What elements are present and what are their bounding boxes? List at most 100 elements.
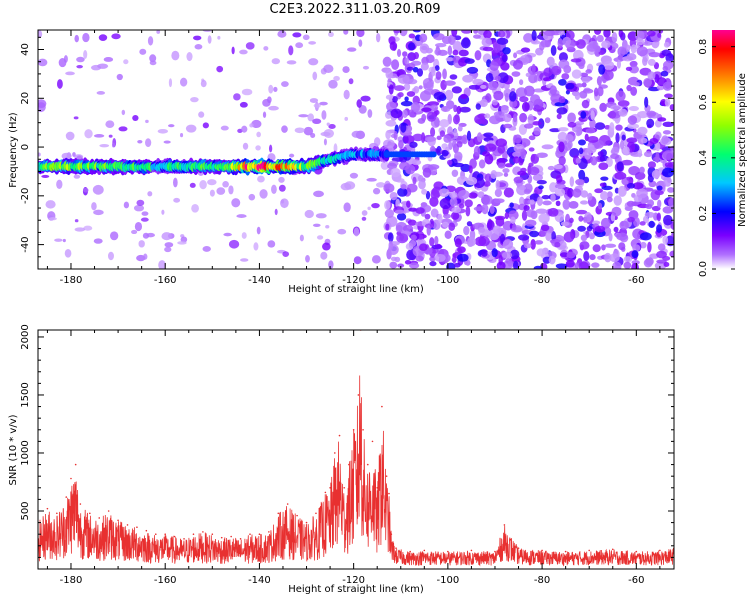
noise-blob <box>312 118 322 125</box>
noise-blob <box>639 221 646 226</box>
noise-blob <box>555 200 561 207</box>
noise-blob <box>191 204 199 213</box>
noise-blob <box>613 195 622 206</box>
noise-blob <box>449 74 458 80</box>
noise-blob <box>394 256 401 263</box>
noise-blob <box>407 78 418 85</box>
snr-point <box>107 510 110 512</box>
noise-blob <box>93 209 104 216</box>
noise-blob <box>251 119 262 129</box>
noise-blob <box>646 110 657 117</box>
noise-blob <box>286 60 297 65</box>
x-tick-label: -100 <box>437 575 460 586</box>
colorbar: 0.0 0.2 0.4 0.6 0.8 Normalized spectral ampl… <box>698 30 748 277</box>
noise-blob <box>507 260 513 267</box>
noise-blob <box>61 152 72 160</box>
noise-blob <box>419 243 428 252</box>
noise-blob <box>64 248 72 258</box>
noise-blob <box>304 209 314 219</box>
noise-blob <box>278 176 285 183</box>
noise-blob <box>648 220 655 229</box>
noise-blob <box>581 99 590 109</box>
noise-blob <box>493 111 505 117</box>
noise-blob <box>138 240 145 248</box>
noise-blob <box>299 234 304 242</box>
noise-blob <box>525 72 531 78</box>
noise-blob <box>430 190 440 200</box>
noise-blob <box>278 184 286 192</box>
noise-blob <box>271 58 281 65</box>
noise-blob <box>528 73 538 84</box>
noise-blob <box>663 214 673 226</box>
noise-blob <box>610 153 620 160</box>
noise-blob <box>655 152 660 164</box>
noise-blob <box>541 195 550 200</box>
noise-blob <box>308 58 319 66</box>
noise-blob <box>422 167 432 178</box>
noise-blob <box>186 52 193 62</box>
noise-blob <box>320 131 331 137</box>
noise-blob <box>398 139 404 149</box>
noise-blob <box>449 191 458 199</box>
noise-blob <box>623 261 632 269</box>
noise-blob <box>656 185 663 191</box>
noise-blob <box>643 151 653 158</box>
noise-blob <box>307 113 314 122</box>
noise-blob <box>217 35 221 40</box>
noise-blob <box>599 155 605 162</box>
snr-point <box>74 463 77 466</box>
noise-blob <box>618 242 626 251</box>
noise-blob <box>597 151 604 157</box>
noise-blob <box>543 30 556 37</box>
noise-blob <box>97 63 109 69</box>
noise-blob <box>578 261 590 269</box>
noise-blob <box>536 196 543 207</box>
noise-blob <box>575 83 584 88</box>
noise-blob <box>540 224 550 232</box>
noise-blob <box>361 210 368 216</box>
noise-blob <box>253 242 259 251</box>
noise-blob <box>443 213 452 219</box>
noise-blob <box>441 150 449 157</box>
x-tick-label: -140 <box>248 275 271 286</box>
noise-blob <box>571 69 582 79</box>
noise-blob <box>465 206 471 217</box>
noise-blob <box>502 168 510 174</box>
noise-blob <box>617 100 630 107</box>
snr-point <box>503 524 506 526</box>
noise-blob <box>656 212 662 222</box>
noise-blob <box>554 188 566 197</box>
noise-blob <box>626 53 637 61</box>
noise-blob <box>509 99 518 108</box>
noise-blob <box>233 93 241 101</box>
snr-point <box>56 512 58 515</box>
noise-blob <box>353 227 360 237</box>
noise-blob <box>484 143 497 152</box>
noise-blob <box>578 147 584 155</box>
noise-blob <box>550 193 556 202</box>
noise-blob <box>596 34 604 43</box>
noise-blob <box>400 122 407 133</box>
colorbar-tick-label: 0.0 <box>698 261 709 277</box>
noise-blob <box>557 131 568 142</box>
noise-blob <box>337 228 347 235</box>
noise-blob <box>461 134 468 145</box>
noise-blob <box>656 259 667 264</box>
noise-blob <box>239 101 248 108</box>
noise-blob <box>425 190 431 200</box>
noise-blob <box>639 232 652 241</box>
noise-blob <box>523 33 534 43</box>
noise-blob <box>228 185 234 195</box>
noise-blob <box>549 85 557 96</box>
noise-blob <box>671 231 674 238</box>
noise-blob <box>408 42 416 51</box>
noise-blob <box>497 144 506 154</box>
snr-point <box>395 547 397 549</box>
noise-blob <box>484 173 492 183</box>
noise-blob <box>626 182 636 189</box>
noise-blob <box>667 187 674 193</box>
noise-blob <box>426 224 432 236</box>
noise-blob <box>437 213 443 224</box>
noise-blob <box>313 190 325 198</box>
noise-blob <box>601 40 611 49</box>
